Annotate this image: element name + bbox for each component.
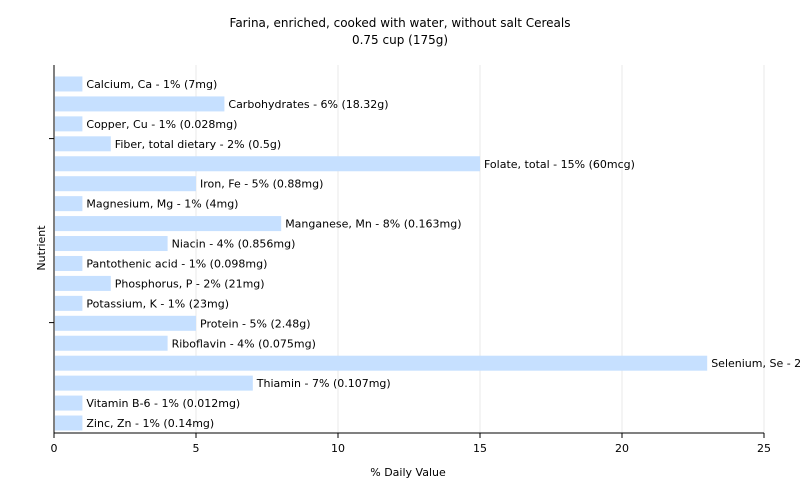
x-tick-label: 0 bbox=[51, 442, 58, 455]
x-tick-label: 10 bbox=[331, 442, 345, 455]
bar bbox=[55, 196, 83, 212]
grid-lines bbox=[195, 65, 765, 433]
bar bbox=[55, 395, 83, 411]
bar bbox=[55, 76, 83, 92]
bar bbox=[55, 295, 83, 311]
bar-label: Selenium, Se - 23% (15.9mcg) bbox=[711, 357, 800, 370]
bar-label: Fiber, total dietary - 2% (0.5g) bbox=[115, 138, 281, 151]
x-tick-label: 25 bbox=[757, 442, 771, 455]
bar-label: Potassium, K - 1% (23mg) bbox=[86, 297, 229, 310]
bar bbox=[55, 255, 83, 271]
bar-label: Niacin - 4% (0.856mg) bbox=[172, 238, 296, 251]
bar bbox=[55, 355, 708, 371]
bar bbox=[55, 136, 111, 152]
bar bbox=[55, 315, 196, 331]
bar bbox=[55, 156, 480, 172]
bars bbox=[55, 76, 708, 431]
x-tick-label: 20 bbox=[615, 442, 629, 455]
bar-label: Pantothenic acid - 1% (0.098mg) bbox=[86, 257, 267, 270]
bar-label: Riboflavin - 4% (0.075mg) bbox=[172, 337, 316, 350]
bar bbox=[55, 236, 168, 252]
bar bbox=[55, 96, 225, 112]
x-tick-label: 5 bbox=[193, 442, 200, 455]
bar-label: Vitamin B-6 - 1% (0.012mg) bbox=[86, 397, 240, 410]
bar bbox=[55, 335, 168, 351]
bar-label: Copper, Cu - 1% (0.028mg) bbox=[86, 118, 237, 131]
y-axis-label: Nutrient bbox=[35, 225, 48, 271]
bar-label: Iron, Fe - 5% (0.88mg) bbox=[200, 178, 323, 191]
bar-label: Manganese, Mn - 8% (0.163mg) bbox=[285, 218, 461, 231]
bar bbox=[55, 176, 196, 192]
bar-label: Folate, total - 15% (60mcg) bbox=[484, 158, 635, 171]
bar-label: Phosphorus, P - 2% (21mg) bbox=[115, 277, 265, 290]
bar-label: Zinc, Zn - 1% (0.14mg) bbox=[86, 417, 214, 430]
bar-label: Calcium, Ca - 1% (7mg) bbox=[86, 78, 217, 91]
bar-label: Protein - 5% (2.48g) bbox=[200, 317, 311, 330]
x-axis-label: % Daily Value bbox=[370, 466, 446, 479]
bar bbox=[55, 116, 83, 132]
chart-subtitle: 0.75 cup (175g) bbox=[351, 33, 449, 47]
bar bbox=[55, 216, 282, 232]
bar-label: Magnesium, Mg - 1% (4mg) bbox=[86, 198, 238, 211]
bar-label: Carbohydrates - 6% (18.32g) bbox=[228, 98, 388, 111]
axes: 0 5 10 15 20 25 bbox=[49, 65, 771, 455]
chart-title: Farina, enriched, cooked with water, wit… bbox=[229, 16, 571, 30]
bar-label: Thiamin - 7% (0.107mg) bbox=[256, 377, 391, 390]
bar-labels: Calcium, Ca - 1% (7mg) Carbohydrates - 6%… bbox=[86, 78, 800, 430]
bar bbox=[55, 415, 83, 431]
bar bbox=[55, 275, 111, 291]
x-tick-label: 15 bbox=[473, 442, 487, 455]
bar bbox=[55, 375, 253, 391]
